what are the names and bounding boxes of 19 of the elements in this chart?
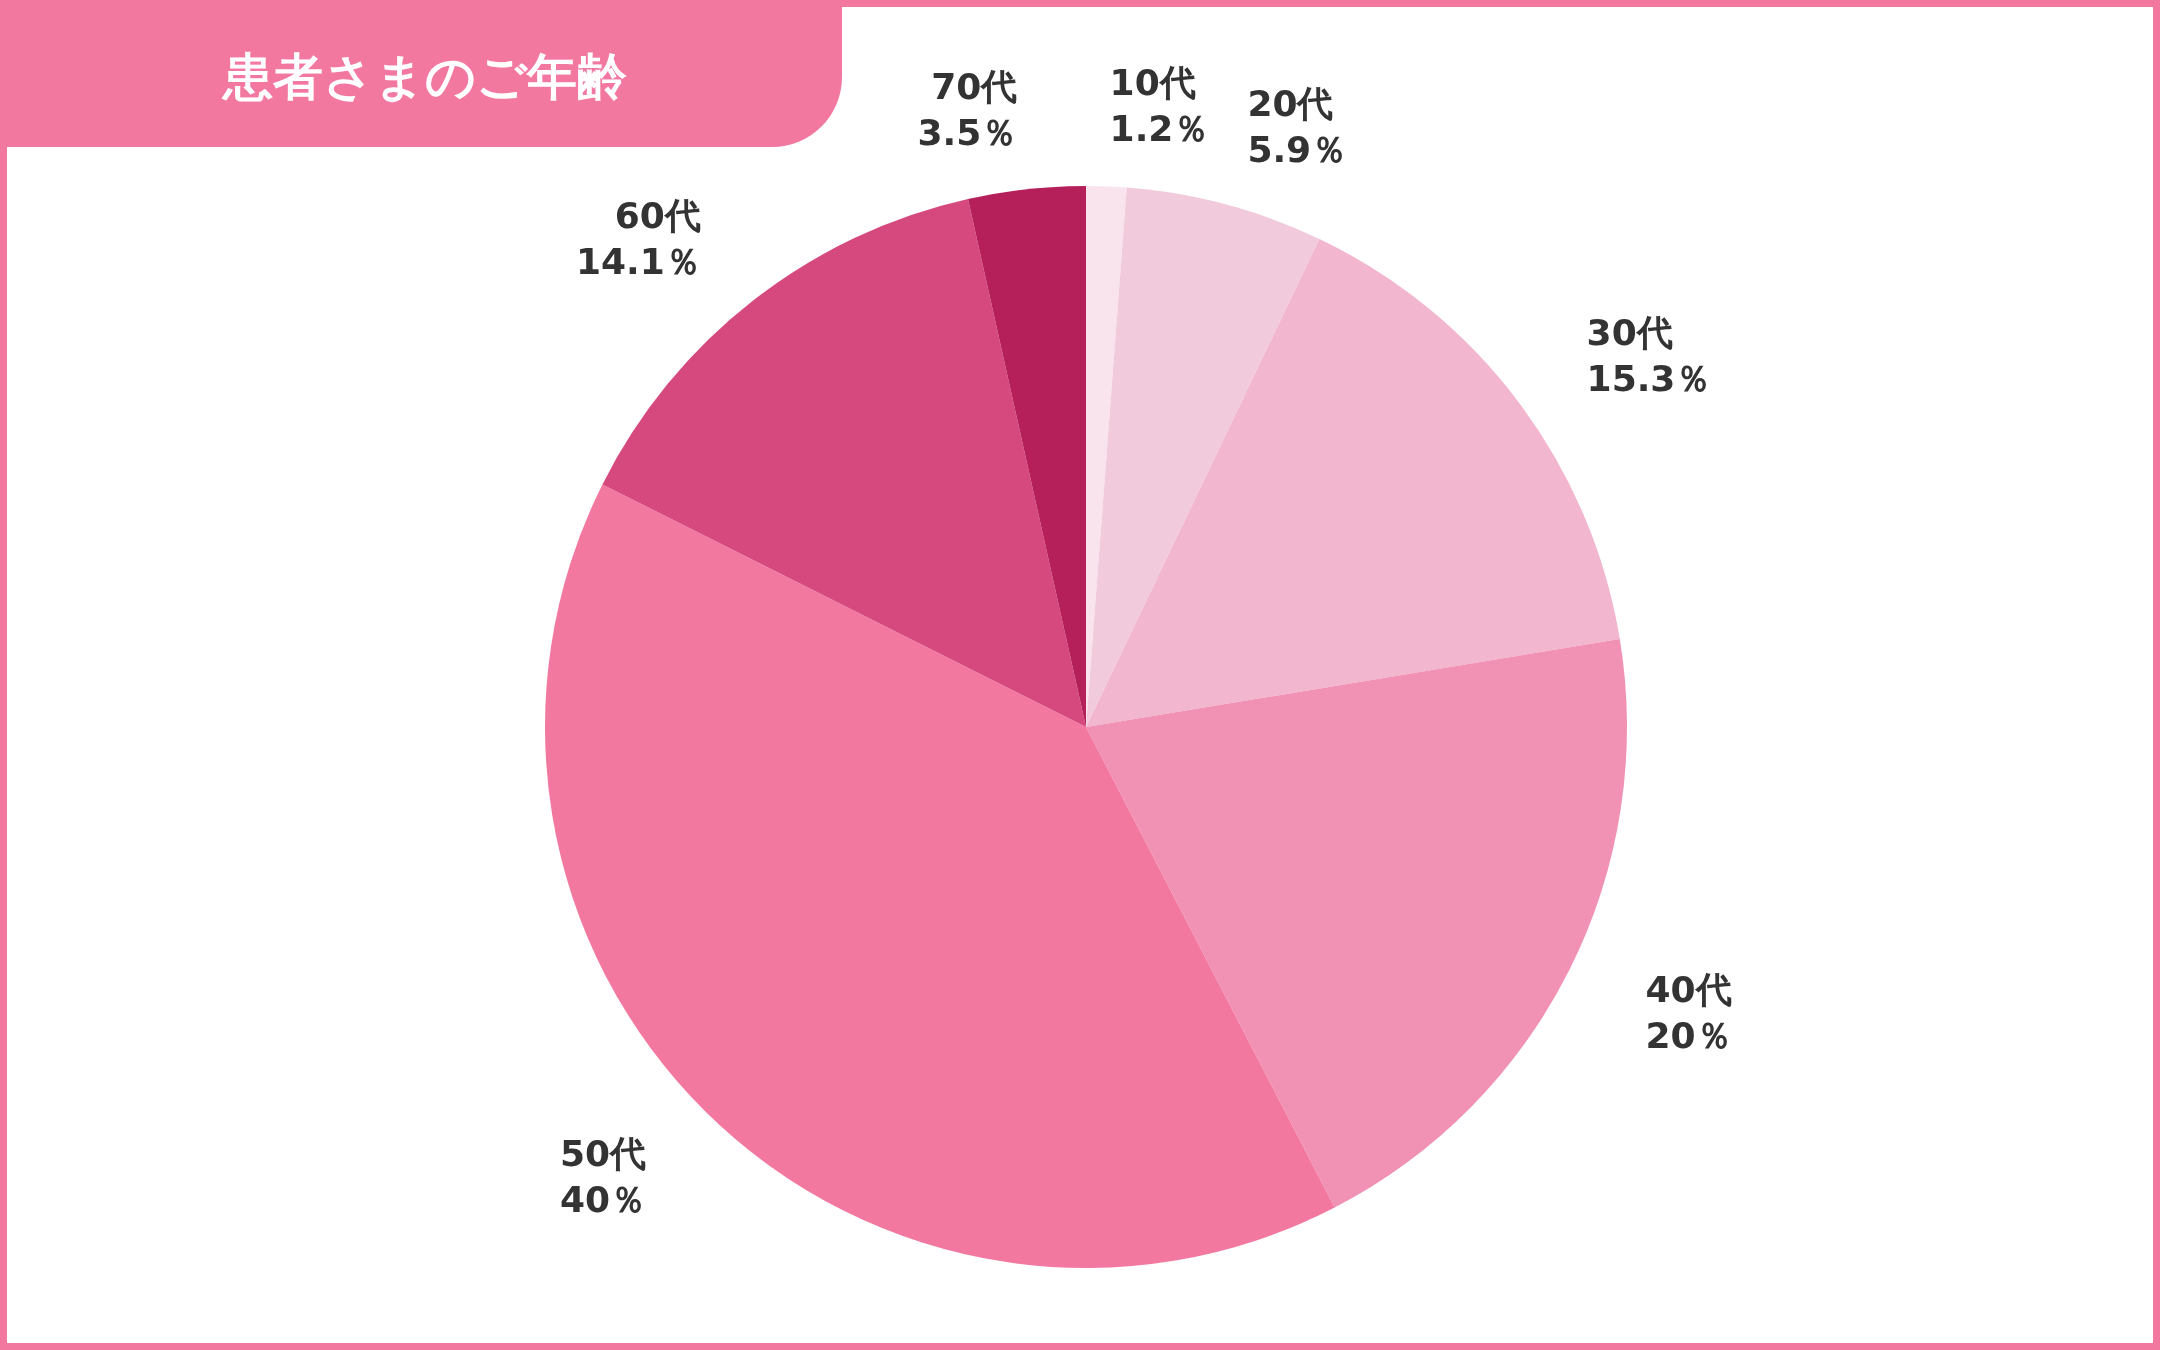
chart-title: 患者さまのご年齢 bbox=[222, 46, 627, 108]
slice-label: 70代 bbox=[931, 65, 1018, 107]
pie-slice bbox=[545, 484, 1335, 1268]
slice-label: 50代 bbox=[560, 1133, 647, 1175]
data-label: 20％ bbox=[1645, 1014, 1732, 1056]
slice-label: 10代 bbox=[1109, 62, 1196, 104]
pie-slice bbox=[1086, 639, 1627, 1208]
data-label: 15.3％ bbox=[1586, 358, 1712, 400]
data-label: 1.2％ bbox=[1109, 108, 1210, 150]
data-label: 5.9％ bbox=[1247, 129, 1348, 171]
data-label: 3.5％ bbox=[917, 111, 1018, 153]
slice-label: 60代 bbox=[614, 194, 701, 236]
data-label: 14.1％ bbox=[575, 240, 701, 282]
slice-label: 30代 bbox=[1586, 312, 1673, 354]
pie-slice bbox=[1086, 187, 1320, 727]
slice-label: 20代 bbox=[1247, 83, 1334, 125]
slice-label: 40代 bbox=[1645, 968, 1732, 1010]
pie-slice bbox=[967, 186, 1086, 727]
data-label: 40％ bbox=[560, 1179, 647, 1221]
